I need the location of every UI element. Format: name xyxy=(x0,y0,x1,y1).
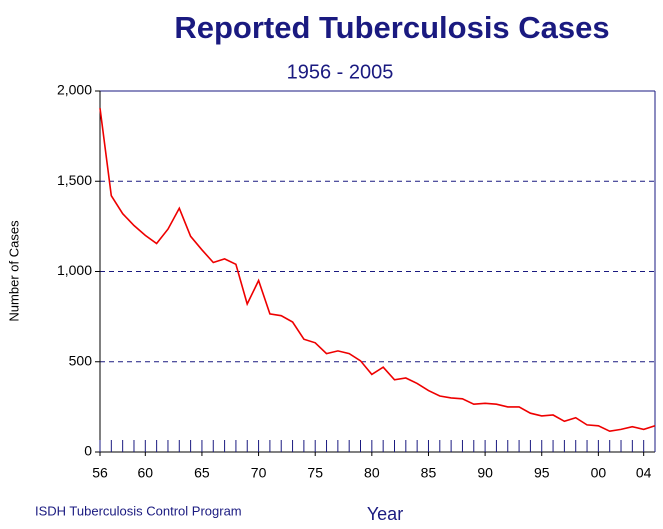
chart-title: Reported Tuberculosis Cases xyxy=(174,10,609,45)
x-tick-label: 95 xyxy=(534,465,550,481)
x-tick-label: 56 xyxy=(92,465,108,481)
x-axis-label: Year xyxy=(367,504,403,524)
y-tick-label: 1,000 xyxy=(57,262,92,278)
y-tick-label: 2,000 xyxy=(57,82,92,98)
data-line xyxy=(99,107,656,433)
x-tick-label: 65 xyxy=(194,465,210,481)
x-tick-label: 60 xyxy=(138,465,154,481)
x-tick-label: 70 xyxy=(251,465,267,481)
x-tick-label: 75 xyxy=(307,465,323,481)
x-tick-label: 00 xyxy=(591,465,607,481)
x-tick-label: 90 xyxy=(477,465,493,481)
y-tick-label: 1,500 xyxy=(57,172,92,188)
x-tick-label: 80 xyxy=(364,465,380,481)
y-axis-label: Number of Cases xyxy=(6,220,21,322)
source-note: ISDH Tuberculosis Control Program xyxy=(35,503,242,518)
x-tick-label: 85 xyxy=(421,465,437,481)
y-tick-label: 0 xyxy=(84,443,92,459)
x-tick-label: 04 xyxy=(636,465,652,481)
y-tick-label: 500 xyxy=(69,352,93,368)
chart-subtitle: 1956 - 2005 xyxy=(287,61,394,83)
